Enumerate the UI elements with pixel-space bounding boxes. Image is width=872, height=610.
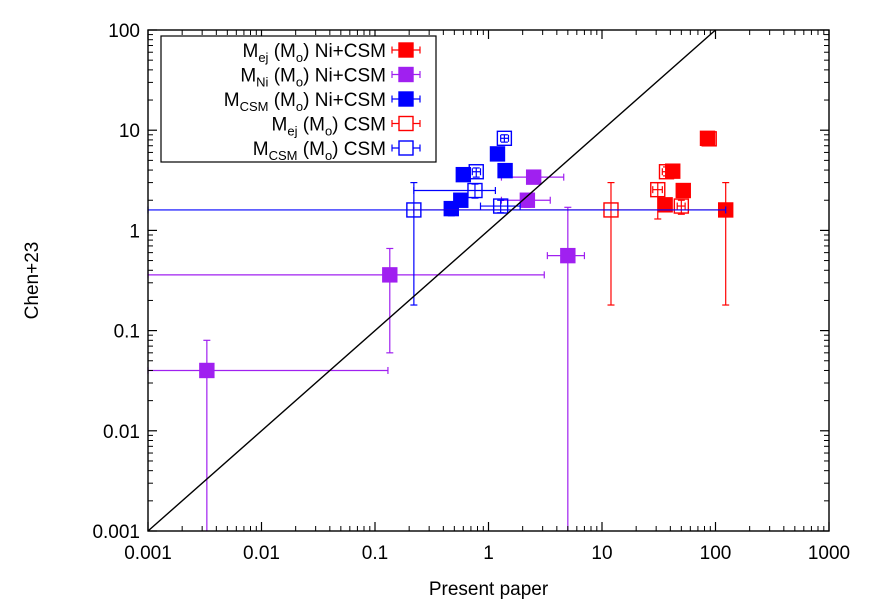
legend-marker <box>398 115 414 132</box>
y-tick-label: 0.1 <box>114 322 140 343</box>
series-5 <box>147 130 727 306</box>
data-point <box>455 166 472 183</box>
legend-marker <box>398 140 414 156</box>
y-tick-label: 100 <box>108 21 140 42</box>
series-3 <box>443 146 513 217</box>
data-point <box>467 182 483 199</box>
data-point <box>492 198 509 214</box>
y-tick-label: 0.01 <box>103 422 140 443</box>
legend-entry-label: MNi (Mo) Ni+CSM <box>240 66 386 90</box>
x-axis-title: Present paper <box>429 579 549 600</box>
data-point <box>489 146 506 162</box>
data-point <box>382 267 398 283</box>
x-tick-label: 0.01 <box>243 543 280 564</box>
data-point <box>525 169 542 185</box>
legend-entry-label: Mej (Mo) Ni+CSM <box>243 41 387 65</box>
data-point <box>406 202 422 218</box>
data-point <box>496 130 513 147</box>
data-point <box>675 182 691 199</box>
y-tick-label: 1 <box>129 221 140 242</box>
y-tick-label: 10 <box>119 121 140 142</box>
legend-marker <box>398 42 414 58</box>
data-point <box>519 192 536 208</box>
x-tick-label: 10 <box>591 543 612 564</box>
y-axis-title: Chen+23 <box>22 242 43 320</box>
axis-ticks: 0.001 0.01 0.1 1 10 100 1000 0.001 0.01 0.1 1 10 100 <box>92 21 850 564</box>
legend-entry-label: MCSM (Mo) Ni+CSM <box>224 90 386 114</box>
data-point <box>560 247 576 264</box>
data-point <box>453 192 469 208</box>
data-point <box>701 131 717 147</box>
x-tick-label: 100 <box>700 543 732 564</box>
x-tick-label: 1000 <box>808 543 850 564</box>
legend-entry-label: Mej (Mo) CSM <box>272 115 386 139</box>
data-point <box>468 164 484 180</box>
series-2 <box>147 169 586 531</box>
data-point <box>673 198 690 214</box>
x-tick-label: 0.1 <box>362 543 388 564</box>
legend-marker <box>398 91 414 107</box>
data-point <box>658 164 675 180</box>
legend-marker <box>398 66 414 83</box>
data-point <box>650 181 666 198</box>
x-tick-label: 0.001 <box>124 543 172 564</box>
legend-box <box>160 35 437 163</box>
data-marks <box>147 130 734 531</box>
reference-line-y-equals-x <box>147 29 716 532</box>
data-point <box>497 162 513 179</box>
x-tick-label: 1 <box>483 543 494 564</box>
y-tick-label: 0.001 <box>92 522 140 543</box>
legend-entry-label: MCSM (Mo) CSM <box>253 139 386 163</box>
data-point <box>199 362 215 379</box>
